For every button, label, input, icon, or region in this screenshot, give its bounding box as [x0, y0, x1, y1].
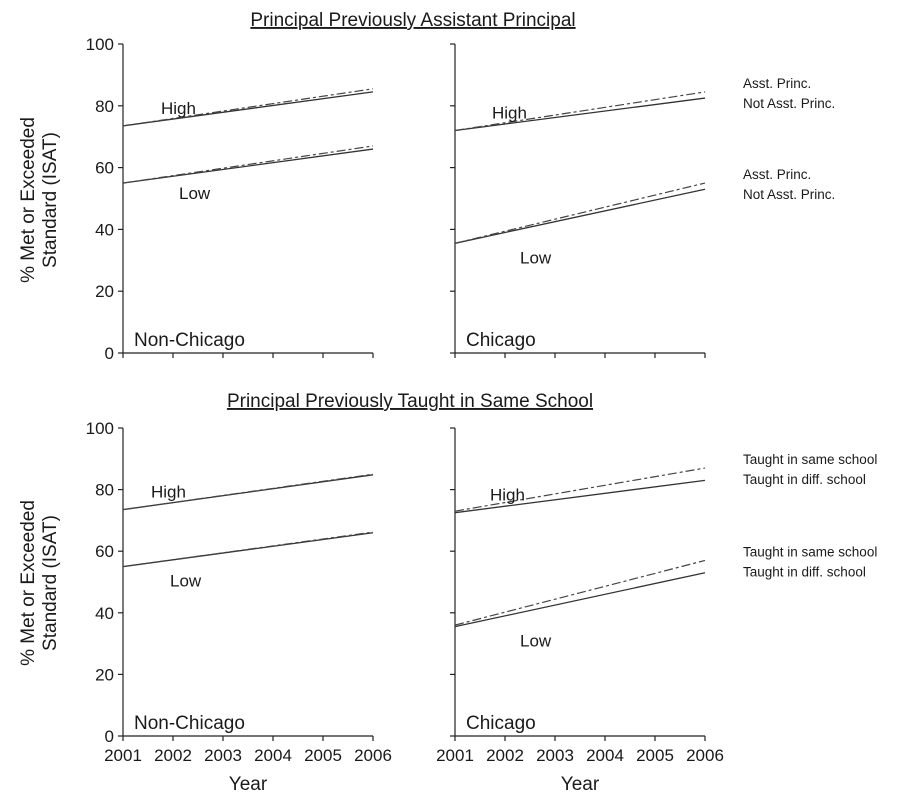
region-label: Chicago: [466, 713, 536, 734]
y-tick-label: 0: [105, 727, 114, 746]
series-line-low-solid: [454, 572, 706, 628]
region-label: Non-Chicago: [134, 713, 245, 734]
y-axis-label-line-2: Standard (ISAT): [40, 515, 61, 651]
panel-top-right-chicago: Chicago Asst. Princ. Not Asst. Princ. High A…: [450, 43, 835, 358]
series-end-label: Taught in diff. school: [743, 472, 866, 487]
x-tick-label: 2001: [104, 746, 142, 765]
group-label-low: Low: [179, 184, 211, 203]
x-tick-label: 2002: [154, 746, 192, 765]
panel-bottom-left-non-chicago: 0 20 40 60 80 100 2001 2002 2003 2004 2005 2006 Year…: [86, 419, 392, 795]
y-tick-label: 60: [95, 542, 114, 561]
group-label-low: Low: [520, 248, 552, 267]
series-line-high-dashed: [122, 88, 374, 127]
bottom-y-axis-label: % Met or Exceeded Standard (ISAT): [18, 500, 61, 666]
group-label-low: Low: [520, 632, 552, 651]
bottom-row-title: Principal Previously Taught in Same Scho…: [227, 391, 593, 412]
series-line-high-solid: [454, 479, 706, 514]
region-label: Non-Chicago: [134, 330, 245, 351]
y-tick-label: 80: [95, 481, 114, 500]
series-end-label: Taught in same school: [743, 452, 877, 467]
series-line-high-dashed: [122, 473, 374, 511]
group-label-high: High: [161, 99, 196, 118]
group-label-high: High: [492, 104, 527, 123]
y-tick-label: 80: [95, 97, 114, 116]
series-line-low-dashed: [454, 182, 706, 244]
y-tick-label: 0: [105, 344, 114, 363]
y-tick-label: 40: [95, 220, 114, 239]
x-tick-label: 2006: [686, 746, 724, 765]
group-label-high: High: [490, 486, 525, 505]
x-tick-label: 2004: [254, 746, 292, 765]
x-tick-label: 2003: [204, 746, 242, 765]
y-tick-label: 20: [95, 282, 114, 301]
x-tick-label: 2005: [636, 746, 674, 765]
series-end-label: Taught in same school: [743, 544, 877, 559]
series-line-low-dashed: [122, 531, 374, 568]
panel-top-left-non-chicago: 0 20 40 60 80 100 Non-Chicago High Low: [86, 35, 374, 363]
series-end-label: Asst. Princ.: [743, 167, 811, 182]
x-tick-label: 2006: [354, 746, 392, 765]
x-tick-label: 2005: [304, 746, 342, 765]
series-line-low-dashed: [122, 145, 374, 184]
y-tick-label: 100: [86, 419, 114, 438]
series-end-label: Not Asst. Princ.: [743, 187, 835, 202]
top-y-axis-label: % Met or Exceeded Standard (ISAT): [18, 117, 61, 283]
series-end-label: Not Asst. Princ.: [743, 96, 835, 111]
series-line-high-dashed: [454, 91, 706, 132]
y-tick-label: 60: [95, 159, 114, 178]
y-axis-label-line-1: % Met or Exceeded: [18, 500, 39, 666]
y-tick-label: 20: [95, 665, 114, 684]
series-line-low-dashed: [454, 559, 706, 626]
x-tick-label: 2001: [436, 746, 474, 765]
group-label-high: High: [151, 483, 186, 502]
panel-bottom-right-chicago: 2001 2002 2003 2004 2005 2006 Year Chicago Taugh…: [436, 427, 877, 795]
series-end-label: Asst. Princ.: [743, 76, 811, 91]
top-row-title: Principal Previously Assistant Principal: [250, 10, 575, 31]
series-line-high-solid: [454, 97, 706, 132]
x-tick-label: 2004: [586, 746, 624, 765]
x-axis-label: Year: [229, 774, 268, 795]
x-axis-label: Year: [561, 774, 600, 795]
y-axis-label-line-1: % Met or Exceeded: [18, 117, 39, 283]
x-tick-label: 2003: [536, 746, 574, 765]
y-tick-label: 100: [86, 35, 114, 54]
y-axis-label-line-2: Standard (ISAT): [40, 132, 61, 268]
series-line-high-dashed: [454, 467, 706, 512]
group-label-low: Low: [170, 572, 202, 591]
series-line-low-solid: [454, 188, 706, 244]
y-tick-label: 40: [95, 604, 114, 623]
series-end-label: Taught in diff. school: [743, 564, 866, 579]
x-tick-label: 2002: [486, 746, 524, 765]
region-label: Chicago: [466, 330, 536, 351]
